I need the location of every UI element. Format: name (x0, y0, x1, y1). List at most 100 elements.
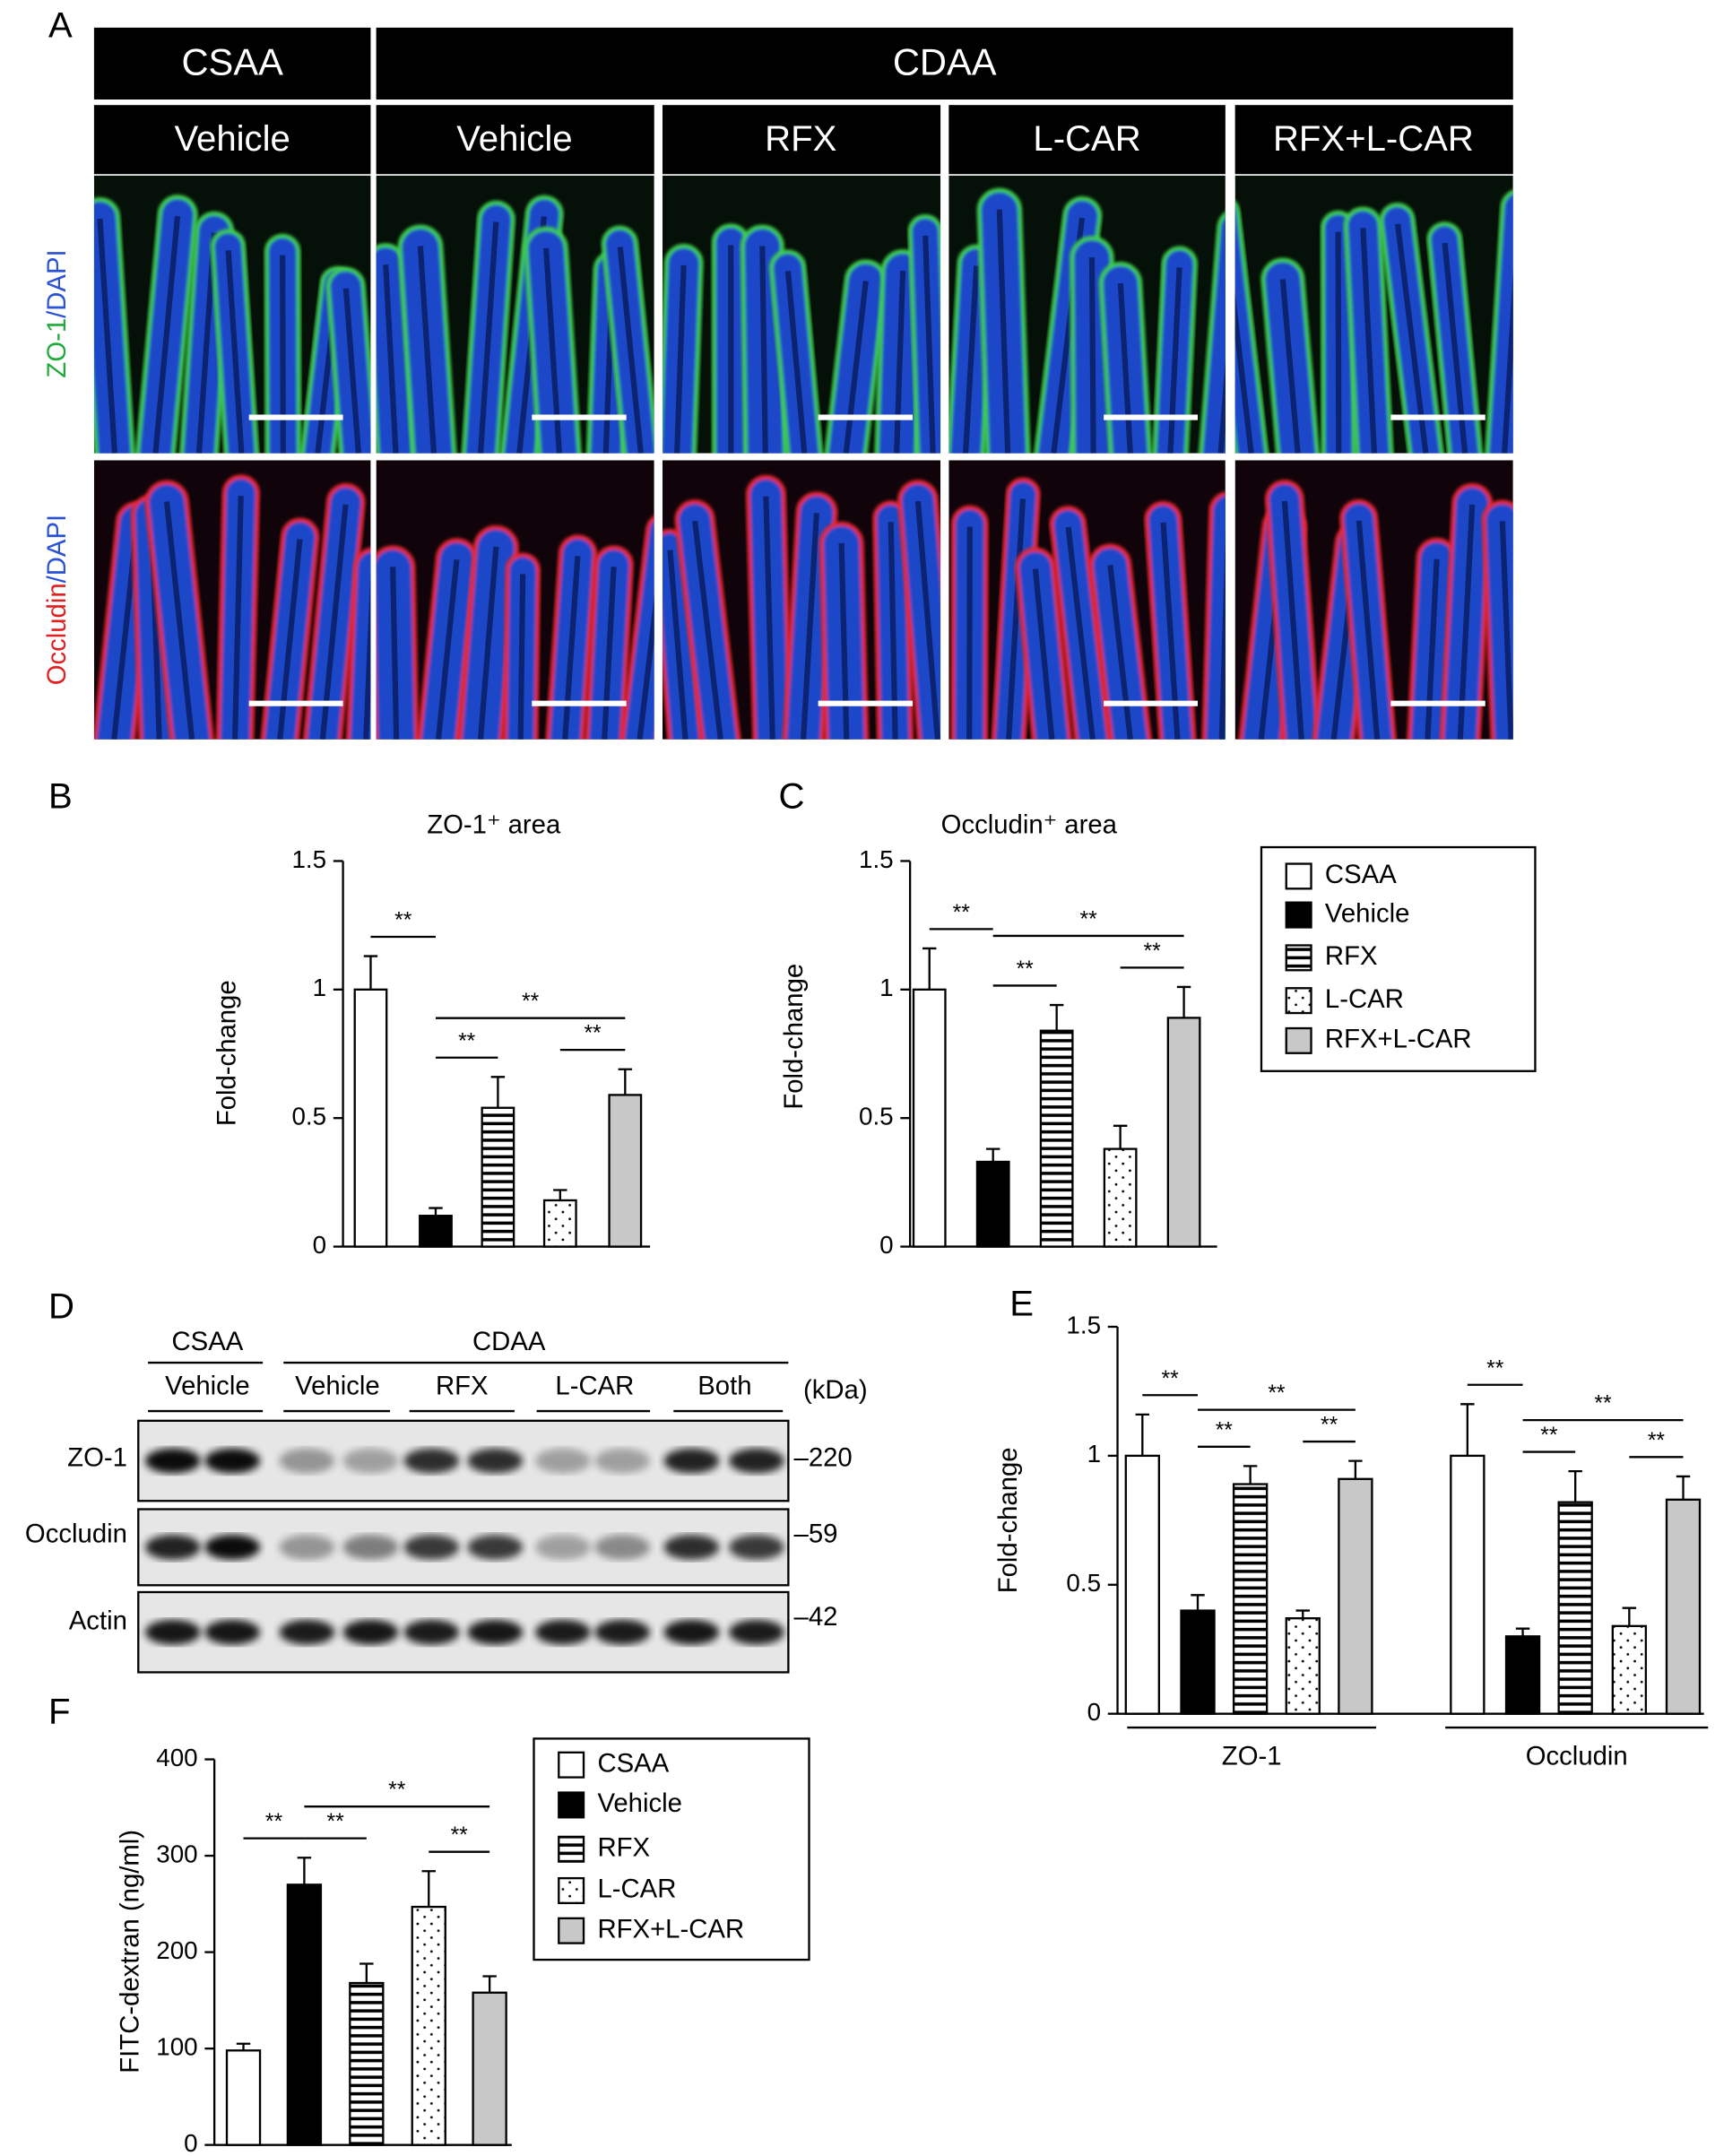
villus-core (1107, 565, 1133, 740)
western-blot (137, 1419, 790, 1674)
micrograph (662, 460, 941, 740)
blot-band (342, 1619, 399, 1645)
blot-band (279, 1535, 335, 1560)
x-tick-label: Occludin (1526, 1742, 1628, 1771)
villus-core (231, 496, 244, 740)
micrograph (948, 175, 1226, 454)
villus-core (962, 265, 980, 454)
y-tick-label: 1.5 (291, 845, 326, 873)
blot-band (144, 1619, 201, 1645)
blot-band (467, 1448, 524, 1474)
villus-core (1088, 257, 1096, 454)
micrograph (948, 460, 1226, 740)
row-counterstain: /DAPI (42, 249, 72, 318)
blot-band (594, 1448, 651, 1474)
villus-core (1032, 568, 1055, 740)
villus-core (1356, 520, 1381, 740)
row-marker: ZO-1 (42, 318, 72, 378)
villus-core (383, 264, 399, 454)
blot-band (144, 1535, 201, 1560)
villus-core (152, 215, 181, 454)
y-tick-label: 200 (156, 1936, 197, 1964)
x-tick-label: ZO-1 (1222, 1742, 1282, 1771)
treatment-label: L-CAR (555, 1372, 634, 1401)
blot-band (279, 1448, 335, 1474)
bar (411, 1905, 446, 2146)
row-label: Occludin/DAPI (42, 515, 72, 685)
diet-label: CDAA (472, 1327, 546, 1356)
villus-core (1167, 267, 1182, 454)
bar (1611, 1624, 1648, 1715)
y-tick-label: 1 (879, 974, 893, 1001)
bar (1166, 1017, 1201, 1248)
legend-label: Vehicle (597, 1788, 682, 1818)
error-bar (421, 1870, 436, 1908)
villus-core (390, 567, 400, 740)
y-axis-label: Fold-change (993, 1447, 1023, 1593)
blot-band (342, 1535, 399, 1560)
error-bar (363, 955, 378, 990)
villus-core (517, 574, 526, 740)
legend-label: CSAA (1325, 860, 1397, 889)
y-tick-label: 400 (156, 1744, 197, 1771)
significance-label: ** (1162, 1367, 1180, 1391)
significance-label: ** (953, 901, 971, 925)
significance-label: ** (522, 990, 540, 1014)
blot-band (342, 1448, 399, 1474)
bar (481, 1106, 515, 1248)
villus-core (280, 255, 286, 454)
micrograph (662, 175, 941, 454)
bar (542, 1199, 577, 1248)
villus-core (1360, 228, 1378, 454)
micrograph (376, 460, 654, 740)
bar (1124, 1454, 1160, 1715)
bar (1232, 1483, 1269, 1715)
villus-core (1499, 521, 1513, 740)
legend-swatch (1285, 862, 1312, 890)
treatment-label: Vehicle (295, 1372, 380, 1401)
villus-core (562, 556, 581, 740)
legend-label: L-CAR (1325, 984, 1404, 1014)
villus-core (1006, 498, 1026, 740)
column-header (948, 105, 1226, 175)
unit-label: (kDa) (803, 1375, 868, 1405)
villus (1195, 206, 1226, 454)
treatment-label: RFX (436, 1372, 489, 1401)
legend-swatch (1285, 901, 1312, 929)
y-tick-label: 0 (1087, 1698, 1101, 1726)
bar (349, 1981, 385, 2146)
error-bar (985, 1147, 1000, 1162)
bar (1180, 1609, 1216, 1715)
villus-core (838, 542, 850, 740)
error-bar (1295, 1609, 1310, 1619)
villus-core (342, 288, 361, 454)
villus-core (225, 250, 245, 454)
panel-letter: A (48, 5, 73, 45)
villus-core (195, 232, 218, 454)
row-marker: Occludin (42, 583, 72, 685)
panel-letter: E (1009, 1284, 1034, 1323)
villus-core (363, 568, 371, 740)
villus-core (1234, 216, 1254, 454)
significance-label: ** (1216, 1418, 1234, 1442)
villus-core (477, 546, 499, 740)
error-bar (1191, 1594, 1205, 1611)
significance-label: ** (1540, 1424, 1558, 1448)
villus-core (843, 281, 869, 454)
y-tick-label: 0 (184, 2129, 197, 2156)
significance-label: ** (1321, 1414, 1338, 1438)
panel-letter: B (48, 777, 73, 817)
villus-core (319, 504, 349, 740)
error-bar (1676, 1475, 1691, 1500)
treatment-label: Vehicle (165, 1372, 250, 1401)
significance-label: ** (394, 909, 412, 933)
villus-core (435, 558, 460, 740)
legend-label: RFX (597, 1832, 650, 1862)
blot-band (594, 1619, 651, 1645)
villus-core (1502, 209, 1513, 454)
blot-band (535, 1448, 591, 1474)
error-bar (618, 1068, 633, 1095)
significance-label: ** (327, 1810, 345, 1834)
blot-band (204, 1535, 261, 1560)
